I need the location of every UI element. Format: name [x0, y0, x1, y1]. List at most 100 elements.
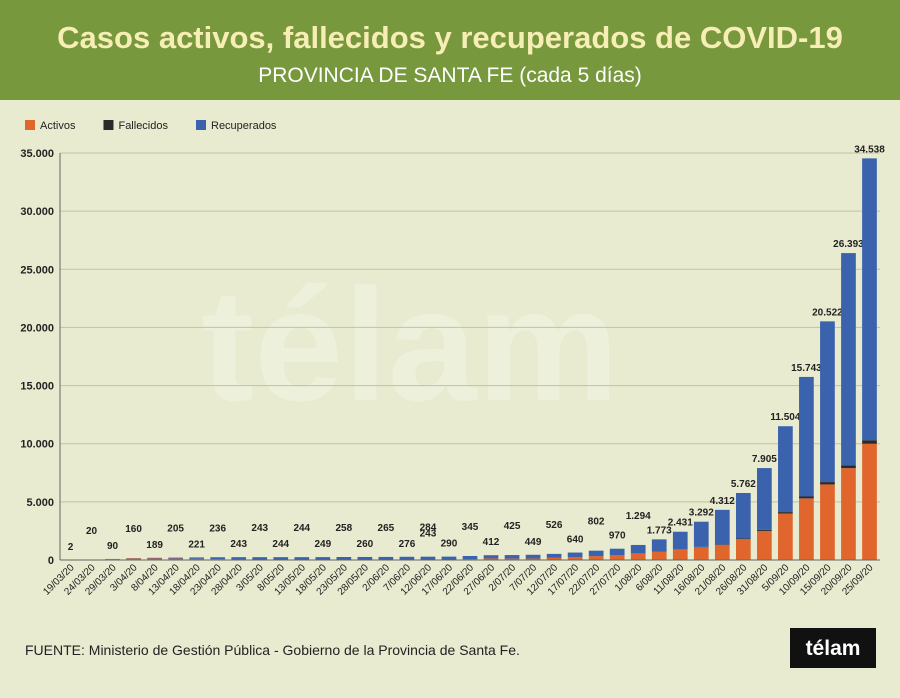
bar-segment [799, 377, 814, 497]
bar-segment [778, 513, 793, 560]
total-label: 236 [209, 523, 226, 534]
bar-segment [841, 253, 856, 465]
bar-segment [189, 557, 204, 558]
total-label: 243 [251, 523, 268, 534]
bar-segment [736, 493, 751, 538]
legend-label: Fallecidos [118, 120, 168, 132]
total-label: 205 [167, 524, 184, 535]
y-tick-label: 30.000 [20, 206, 54, 218]
y-tick-label: 5.000 [26, 497, 54, 509]
bar-segment [315, 557, 330, 560]
total-label: 4.312 [710, 496, 735, 507]
bar-segment [778, 512, 793, 513]
bar-segment [631, 545, 646, 553]
bar-segment [505, 555, 520, 559]
bar-segment [841, 465, 856, 468]
bar-segment [694, 547, 709, 560]
y-tick-label: 25.000 [20, 264, 54, 276]
bar-segment [589, 556, 604, 560]
bar-segment [820, 321, 835, 482]
bar-segment [694, 522, 709, 547]
total-label: 260 [357, 539, 374, 550]
bar-segment [589, 551, 604, 556]
total-label: 290 [441, 539, 458, 550]
total-label: 20 [86, 526, 98, 537]
bar-segment [862, 158, 877, 440]
total-label: 160 [125, 524, 142, 535]
bar-segment [862, 444, 877, 560]
bar-segment [841, 468, 856, 560]
total-label: 526 [546, 520, 563, 531]
bar-segment [484, 555, 499, 558]
bar-segment [757, 530, 772, 531]
bar-segment [442, 557, 457, 560]
bar-segment [294, 557, 309, 560]
bar-segment [400, 557, 415, 560]
bar-segment [862, 440, 877, 443]
bar-segment [336, 557, 351, 560]
total-label: 20.522 [812, 307, 843, 318]
y-tick-label: 15.000 [20, 381, 54, 393]
bar-segment [736, 539, 751, 560]
bar-segment [210, 557, 225, 559]
y-tick-label: 10.000 [20, 439, 54, 451]
total-label: 970 [609, 531, 626, 542]
total-label: 258 [336, 523, 353, 534]
y-tick-label: 20.000 [20, 322, 54, 334]
total-label: 249 [314, 539, 331, 550]
bar-segment [273, 557, 288, 560]
logo: télam [806, 637, 861, 660]
bar-segment [778, 426, 793, 512]
total-label: 1.294 [626, 511, 651, 522]
total-label: 2 [68, 542, 74, 553]
bar-segment [820, 484, 835, 560]
bar-segment [526, 555, 541, 559]
legend-label: Recuperados [211, 120, 277, 132]
total-label: 449 [525, 537, 542, 548]
bar-segment [715, 545, 730, 560]
bar-segment [147, 558, 162, 559]
bar-segment [463, 556, 478, 559]
total-label: 244 [293, 523, 310, 534]
bar-segment [652, 539, 667, 551]
bar-segment [547, 554, 562, 558]
y-tick-label: 0 [48, 555, 54, 567]
bar-segment [421, 557, 436, 560]
total-label: 34.538 [854, 144, 885, 155]
bar-segment [358, 557, 373, 560]
bar-segment [673, 532, 688, 550]
bar-segment [757, 531, 772, 560]
source: FUENTE: Ministerio de Gestión Pública - … [25, 642, 520, 658]
bar-segment [231, 557, 246, 559]
bar-segment [610, 549, 625, 555]
total-label: 15.743 [791, 363, 822, 374]
legend-swatch [196, 120, 206, 130]
bar-segment [610, 555, 625, 560]
bar-segment [631, 553, 646, 560]
bar-segment [757, 468, 772, 530]
total-label: 345 [462, 522, 479, 533]
stray-label: 243 [420, 529, 437, 540]
bar-segment [715, 544, 730, 545]
bar-segment [715, 510, 730, 545]
total-label: 5.762 [731, 479, 756, 490]
total-label: 276 [399, 539, 416, 550]
total-label: 2.431 [668, 518, 693, 529]
total-label: 265 [378, 523, 395, 534]
bar-segment [168, 558, 183, 559]
total-label: 7.905 [752, 454, 777, 465]
watermark: télam [201, 255, 619, 434]
total-label: 11.504 [770, 412, 800, 423]
total-label: 244 [272, 539, 289, 550]
bar-segment [673, 550, 688, 560]
legend-swatch [25, 120, 35, 130]
total-label: 90 [107, 541, 119, 552]
total-label: 3.292 [689, 508, 714, 519]
total-label: 802 [588, 517, 605, 528]
total-label: 221 [188, 539, 205, 550]
legend-label: Activos [40, 120, 76, 132]
bar-segment [652, 552, 667, 560]
legend-swatch [103, 120, 113, 130]
